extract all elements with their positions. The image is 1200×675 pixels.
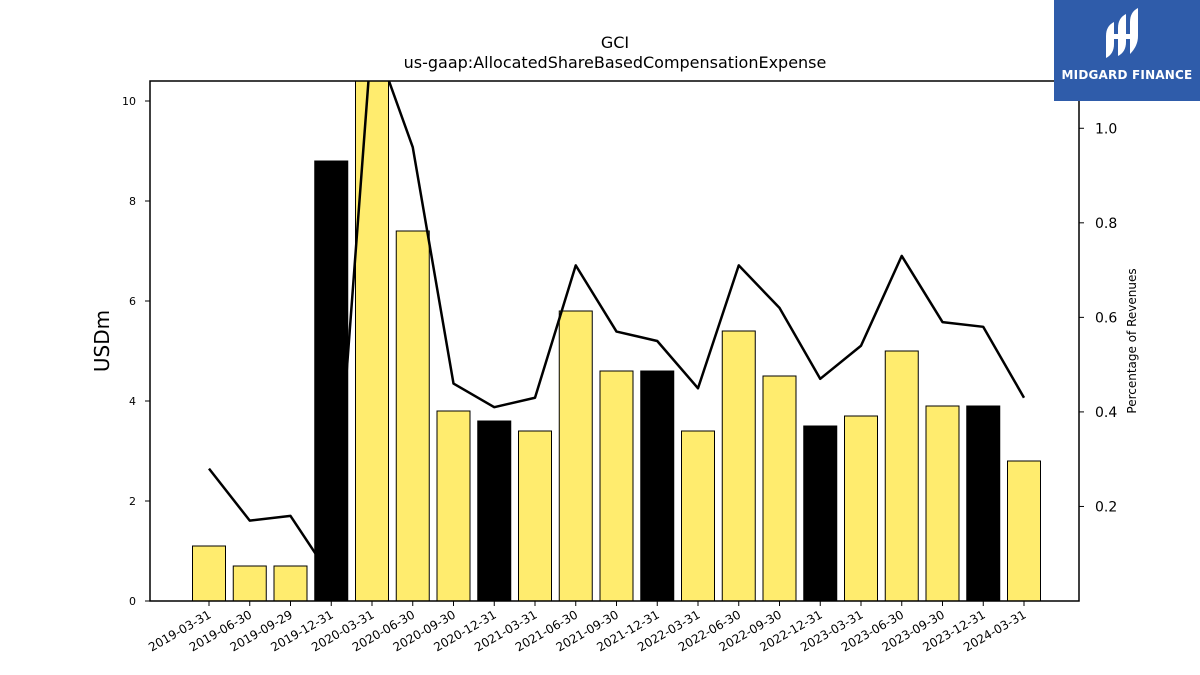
bar-2022-09-30: [762, 375, 797, 601]
logo-text: MIDGARD FINANCE: [1061, 68, 1193, 82]
bars-group: [192, 81, 1041, 601]
bar-2024-03-31: [1007, 460, 1041, 601]
bar-2020-03-31: [355, 81, 389, 601]
y-tick-label: 0: [129, 595, 136, 608]
y-tick-label: 6: [129, 295, 136, 308]
bar-2019-06-30: [232, 565, 267, 601]
chart-subtitle: us-gaap:AllocatedShareBasedCompensationE…: [404, 53, 827, 72]
bar-2022-12-31: [803, 425, 838, 601]
y2-tick-label: 1.0: [1095, 121, 1117, 137]
line-group: [208, 81, 1026, 579]
bar-2022-06-30: [721, 330, 756, 601]
y2-tick-label: 0.2: [1095, 499, 1117, 515]
y-tick-label: 8: [129, 195, 136, 208]
y-tick-label: 4: [129, 395, 136, 408]
chart-title: GCI: [601, 33, 629, 52]
bar-2020-09-30: [436, 410, 471, 601]
y2-tick-label: 0.4: [1095, 405, 1117, 421]
bar-2023-06-30: [884, 350, 919, 601]
bar-2019-12-31: [314, 160, 349, 601]
percentage-line: [208, 81, 1026, 579]
bar-2020-12-31: [477, 420, 512, 601]
bar-2021-06-30: [558, 310, 593, 601]
midgard-logo-icon: [1106, 8, 1138, 58]
bar-2020-06-30: [395, 230, 430, 601]
bar-2019-09-29: [273, 565, 308, 601]
y2-tick-label: 0.6: [1095, 310, 1117, 326]
y2-axis-label: Percentage of Revenues: [1125, 268, 1139, 413]
y2-tick-label: 0.8: [1095, 216, 1117, 232]
plot-frame: [149, 80, 1080, 602]
bar-2023-09-30: [925, 405, 960, 601]
bar-2022-03-31: [681, 430, 715, 601]
bar-2019-03-31: [192, 545, 226, 601]
bar-2021-12-31: [640, 370, 675, 601]
bar-2023-12-31: [966, 405, 1001, 601]
y-axis-label: USDm: [90, 310, 114, 372]
bar-2023-03-31: [844, 415, 878, 601]
y-tick-label: 10: [122, 95, 136, 108]
bar-2021-09-30: [599, 370, 634, 601]
bar-2021-03-31: [518, 430, 552, 601]
logo: MIDGARD FINANCE: [1054, 0, 1200, 101]
y-tick-label: 2: [129, 495, 136, 508]
